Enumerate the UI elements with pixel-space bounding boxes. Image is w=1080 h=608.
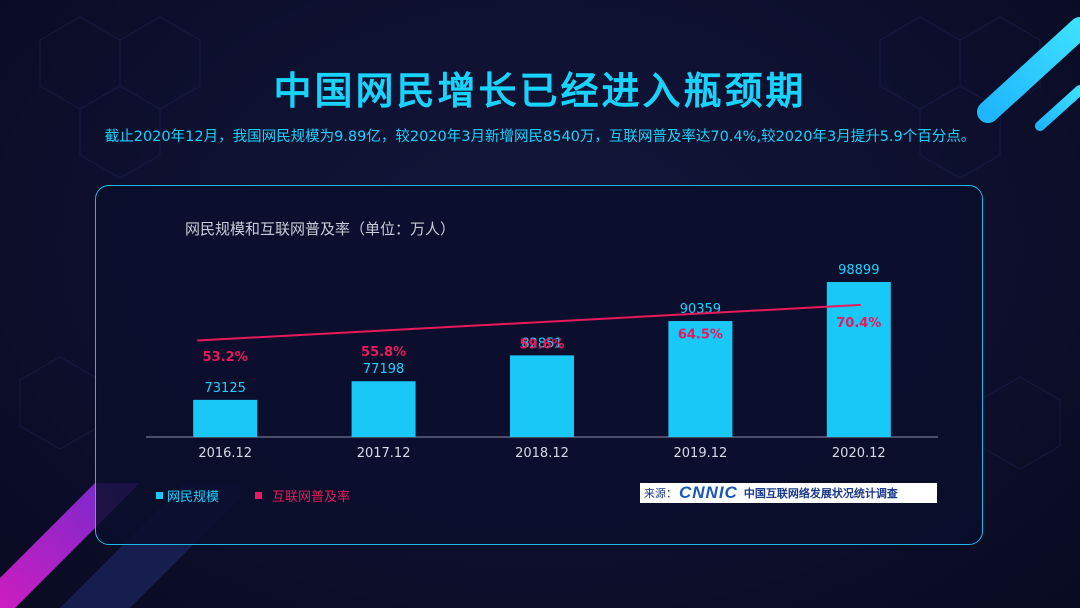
source-label: 来源：: [644, 487, 677, 500]
source-box: 来源： CNNIC 中国互联网络发展状况统计调查: [640, 483, 937, 503]
x-tick-label: 2018.12: [515, 446, 569, 461]
chart-title: 网民规模和互联网普及率（单位：万人）: [185, 220, 456, 238]
page-subtitle: 截止2020年12月，我国网民规模为9.89亿，较2020年3月新增网民8540…: [104, 129, 976, 145]
x-tick-label: 2019.12: [674, 446, 728, 461]
decorative-stripes-top-right: [977, 17, 1080, 131]
legend-swatch-bar: [156, 492, 163, 499]
bar-value-label: 73125: [205, 381, 246, 396]
penetration-rate-line: [197, 303, 861, 342]
legend-swatch-line: [255, 492, 262, 499]
line-value-label: 64.5%: [678, 328, 723, 343]
x-tick-label: 2017.12: [357, 446, 411, 461]
bar-value-label: 98899: [838, 263, 879, 278]
line-value-label: 55.8%: [361, 345, 406, 360]
source-org: 中国互联网络发展状况统计调查: [743, 487, 898, 500]
legend-label-bar: 网民规模: [167, 490, 220, 505]
x-tick-label: 2016.12: [198, 446, 252, 461]
line-value-label: 53.2%: [203, 350, 248, 365]
line-value-label: 70.4%: [836, 316, 881, 331]
bar-2019.12: [668, 321, 733, 437]
legend-label-line: 互联网普及率: [272, 490, 351, 505]
legend-item-line: 互联网普及率: [255, 486, 350, 505]
page-title: 中国网民增长已经进入瓶颈期: [273, 69, 807, 113]
bar-2020.12: [826, 282, 891, 437]
legend-item-bar: 网民规模: [156, 486, 219, 505]
line-value-label: 59.6%: [519, 337, 564, 352]
bar-value-label: 82851: [521, 336, 562, 351]
cnnic-logo: CNNIC: [679, 483, 738, 502]
bar-2018.12: [510, 355, 574, 437]
bar-value-label: 77198: [363, 362, 404, 377]
bar-2016.12: [193, 399, 258, 437]
x-tick-label: 2020.12: [832, 446, 886, 461]
bar-2017.12: [351, 381, 416, 437]
